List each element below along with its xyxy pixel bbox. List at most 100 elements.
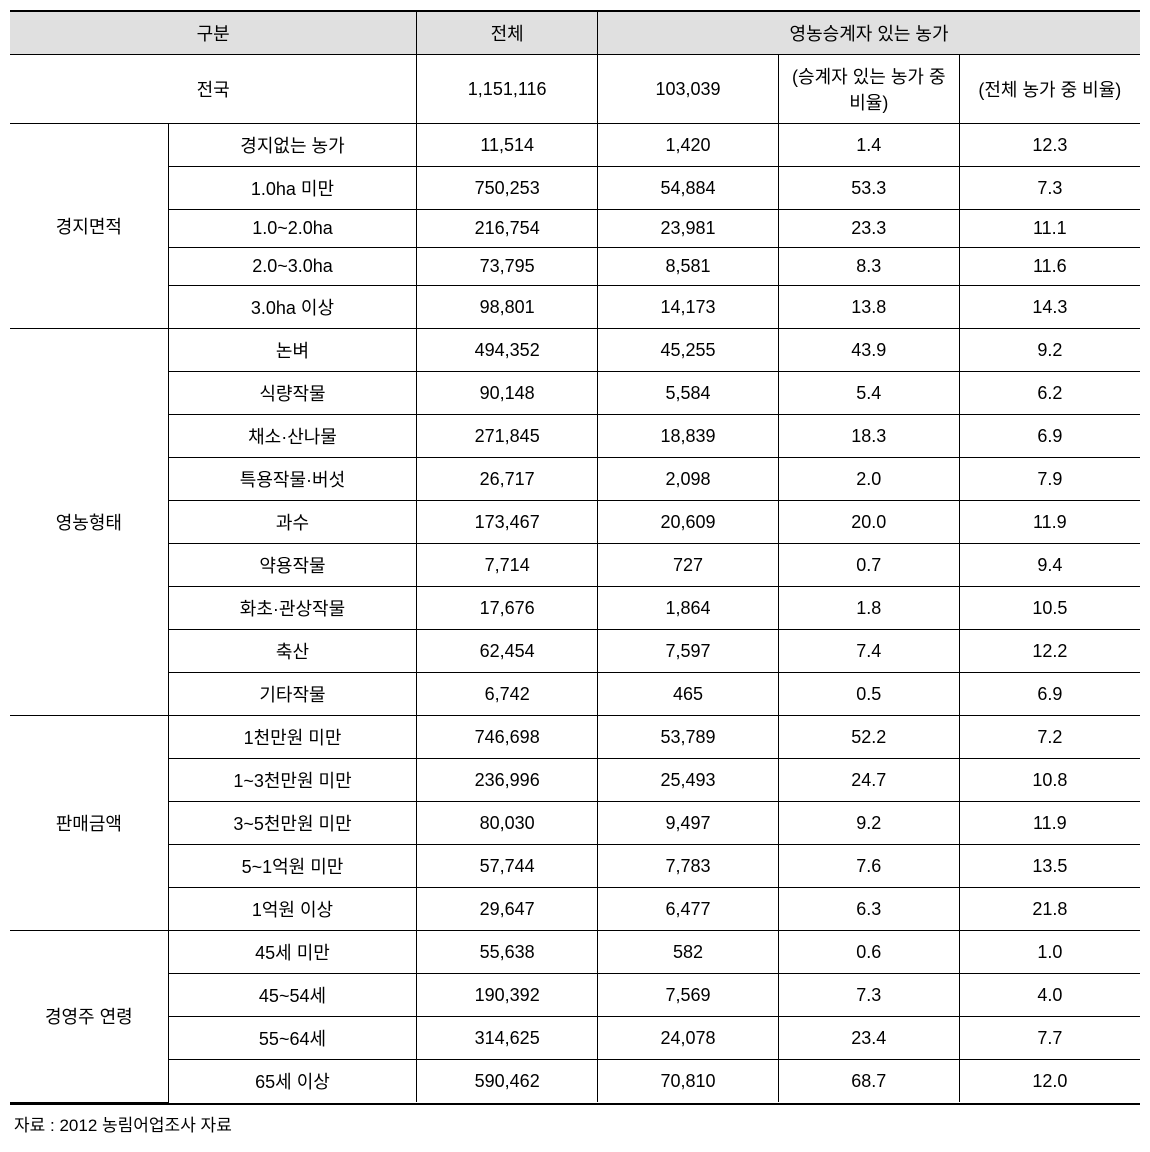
cell-succ: 2,098 (598, 458, 779, 501)
category-label: 영농형태 (10, 329, 168, 716)
cell-succ: 8,581 (598, 248, 779, 286)
sub-label: 축산 (168, 630, 417, 673)
cell-total: 62,454 (417, 630, 598, 673)
cell-succ: 18,839 (598, 415, 779, 458)
cell-ratio-total: 6.9 (959, 415, 1140, 458)
cell-ratio-total: 9.2 (959, 329, 1140, 372)
national-label: 전국 (10, 55, 417, 124)
cell-ratio-succ: 20.0 (778, 501, 959, 544)
cell-ratio-succ: 9.2 (778, 802, 959, 845)
sub-label: 2.0~3.0ha (168, 248, 417, 286)
cell-succ: 7,569 (598, 974, 779, 1017)
cell-total: 190,392 (417, 974, 598, 1017)
table-row: 약용작물7,7147270.79.4 (10, 544, 1140, 587)
cell-ratio-total: 7.9 (959, 458, 1140, 501)
cell-ratio-succ: 24.7 (778, 759, 959, 802)
cell-ratio-total: 6.2 (959, 372, 1140, 415)
cell-ratio-succ: 7.3 (778, 974, 959, 1017)
sub-label: 약용작물 (168, 544, 417, 587)
cell-succ: 14,173 (598, 286, 779, 329)
cell-total: 746,698 (417, 716, 598, 759)
cell-ratio-total: 7.2 (959, 716, 1140, 759)
cell-total: 55,638 (417, 931, 598, 974)
sub-label: 45세 미만 (168, 931, 417, 974)
cell-total: 73,795 (417, 248, 598, 286)
cell-ratio-total: 11.9 (959, 802, 1140, 845)
sub-label: 화초·관상작물 (168, 587, 417, 630)
cell-total: 17,676 (417, 587, 598, 630)
cell-succ: 6,477 (598, 888, 779, 931)
cell-total: 750,253 (417, 167, 598, 210)
cell-succ: 1,864 (598, 587, 779, 630)
table-row: 1.0ha 미만750,25354,88453.37.3 (10, 167, 1140, 210)
table-national-row: 전국 1,151,116 103,039 (승계자 있는 농가 중 비율) (전… (10, 55, 1140, 124)
cell-ratio-total: 12.3 (959, 124, 1140, 167)
sub-label: 65세 이상 (168, 1060, 417, 1103)
sub-label: 45~54세 (168, 974, 417, 1017)
cell-total: 271,845 (417, 415, 598, 458)
sub-label: 기타작물 (168, 673, 417, 716)
sub-label: 1천만원 미만 (168, 716, 417, 759)
table-row: 화초·관상작물17,6761,8641.810.5 (10, 587, 1140, 630)
cell-ratio-total: 14.3 (959, 286, 1140, 329)
national-total: 1,151,116 (417, 55, 598, 124)
cell-succ: 20,609 (598, 501, 779, 544)
cell-ratio-succ: 52.2 (778, 716, 959, 759)
source-note: 자료 : 2012 농림어업조사 자료 (10, 1105, 1140, 1142)
table-row: 45~54세190,3927,5697.34.0 (10, 974, 1140, 1017)
cell-succ: 54,884 (598, 167, 779, 210)
cell-total: 236,996 (417, 759, 598, 802)
sub-label: 경지없는 농가 (168, 124, 417, 167)
table-row: 영농형태논벼494,35245,25543.99.2 (10, 329, 1140, 372)
cell-succ: 7,597 (598, 630, 779, 673)
cell-ratio-succ: 8.3 (778, 248, 959, 286)
cell-total: 57,744 (417, 845, 598, 888)
data-table: 구분 전체 영농승계자 있는 농가 전국 1,151,116 103,039 (… (10, 12, 1140, 1103)
cell-succ: 465 (598, 673, 779, 716)
cell-succ: 1,420 (598, 124, 779, 167)
table-row: 1.0~2.0ha216,75423,98123.311.1 (10, 210, 1140, 248)
cell-ratio-succ: 23.3 (778, 210, 959, 248)
table-row: 55~64세314,62524,07823.47.7 (10, 1017, 1140, 1060)
cell-ratio-total: 12.2 (959, 630, 1140, 673)
cell-ratio-succ: 13.8 (778, 286, 959, 329)
cell-total: 314,625 (417, 1017, 598, 1060)
cell-total: 6,742 (417, 673, 598, 716)
cell-succ: 24,078 (598, 1017, 779, 1060)
cell-ratio-succ: 5.4 (778, 372, 959, 415)
cell-ratio-succ: 43.9 (778, 329, 959, 372)
cell-ratio-succ: 1.4 (778, 124, 959, 167)
sub-label: 식량작물 (168, 372, 417, 415)
cell-succ: 53,789 (598, 716, 779, 759)
cell-ratio-total: 4.0 (959, 974, 1140, 1017)
cell-ratio-total: 7.7 (959, 1017, 1140, 1060)
table-row: 축산62,4547,5977.412.2 (10, 630, 1140, 673)
table-row: 과수173,46720,60920.011.9 (10, 501, 1140, 544)
cell-total: 590,462 (417, 1060, 598, 1103)
cell-total: 216,754 (417, 210, 598, 248)
cell-ratio-total: 1.0 (959, 931, 1140, 974)
table-row: 2.0~3.0ha73,7958,5818.311.6 (10, 248, 1140, 286)
cell-ratio-total: 11.1 (959, 210, 1140, 248)
cell-ratio-total: 7.3 (959, 167, 1140, 210)
sub-label: 1.0ha 미만 (168, 167, 417, 210)
cell-ratio-succ: 23.4 (778, 1017, 959, 1060)
sub-label: 과수 (168, 501, 417, 544)
table-header-row-1: 구분 전체 영농승계자 있는 농가 (10, 12, 1140, 55)
cell-ratio-total: 11.9 (959, 501, 1140, 544)
header-total: 전체 (417, 12, 598, 55)
cell-total: 7,714 (417, 544, 598, 587)
sub-label: 1~3천만원 미만 (168, 759, 417, 802)
national-succ: 103,039 (598, 55, 779, 124)
cell-ratio-succ: 53.3 (778, 167, 959, 210)
cell-total: 494,352 (417, 329, 598, 372)
cell-ratio-total: 6.9 (959, 673, 1140, 716)
cell-total: 80,030 (417, 802, 598, 845)
ratio-succ-label: (승계자 있는 농가 중 비율) (778, 55, 959, 124)
cell-succ: 25,493 (598, 759, 779, 802)
table-row: 65세 이상590,46270,81068.712.0 (10, 1060, 1140, 1103)
table-row: 5~1억원 미만57,7447,7837.613.5 (10, 845, 1140, 888)
cell-succ: 582 (598, 931, 779, 974)
sub-label: 3~5천만원 미만 (168, 802, 417, 845)
category-label: 경영주 연령 (10, 931, 168, 1103)
